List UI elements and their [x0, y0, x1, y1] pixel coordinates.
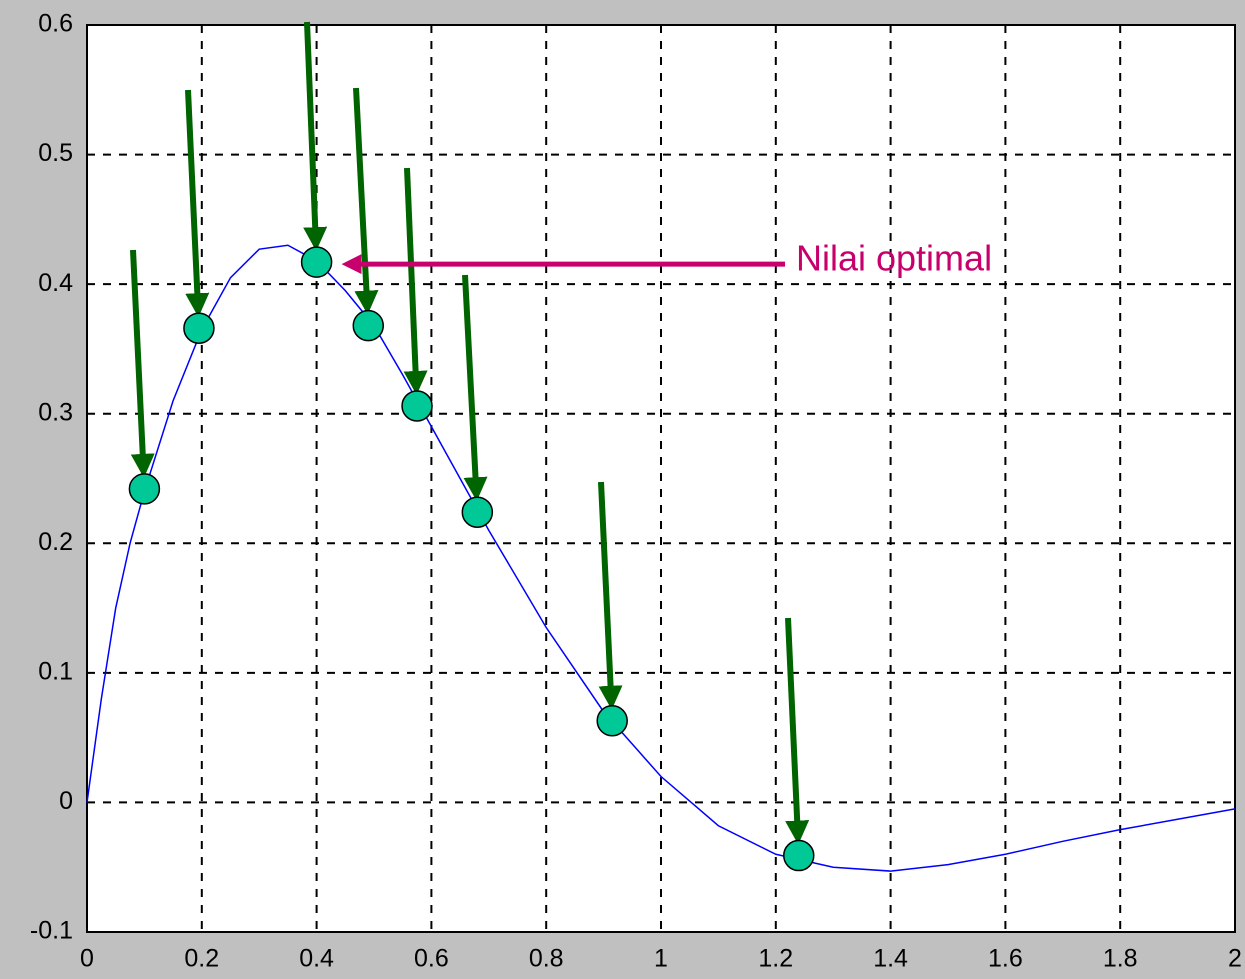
- y-tick-label: 0.2: [38, 528, 73, 556]
- point: [461, 496, 494, 528]
- pointer-arrow: [462, 274, 488, 502]
- pointer-arrow: [785, 617, 810, 845]
- x-tick-label: 0.6: [414, 945, 449, 973]
- x-tick-label: 1.4: [873, 945, 908, 973]
- pointer-arrow: [303, 21, 328, 252]
- pointer-arrow: [130, 249, 155, 478]
- y-tick-label: -0.1: [30, 917, 73, 945]
- y-tick-label: 0.5: [38, 139, 73, 167]
- point: [783, 839, 815, 872]
- plot-frame: [86, 24, 1236, 933]
- pointer-arrow: [403, 167, 428, 395]
- y-tick-label: 0.3: [38, 398, 73, 426]
- pointer-arrow: [353, 87, 379, 315]
- x-tick-label: 1: [654, 945, 668, 973]
- point: [401, 390, 433, 422]
- point: [128, 473, 161, 505]
- x-tick-label: 1.2: [758, 945, 793, 973]
- pointer-arrow: [598, 481, 623, 710]
- y-tick-label: 0.1: [38, 657, 73, 685]
- y-tick-label: 0.4: [38, 269, 73, 297]
- x-tick-label: 0.4: [299, 945, 334, 973]
- y-tick-label: 0.6: [38, 10, 73, 38]
- x-tick-label: 1.6: [988, 945, 1023, 973]
- x-tick-label: 0: [80, 945, 94, 973]
- annotation: Nilai optimal: [796, 238, 992, 279]
- x-tick-label: 1.8: [1103, 945, 1138, 973]
- pointer-arrow: [185, 89, 210, 318]
- x-tick-label: 0.8: [529, 945, 564, 973]
- point: [352, 309, 385, 342]
- point: [596, 705, 628, 737]
- y-tick-label: 0: [59, 787, 73, 815]
- point: [300, 246, 333, 278]
- x-tick-label: 2: [1228, 945, 1242, 973]
- x-tick-label: 0.2: [184, 945, 219, 973]
- curve: [86, 244, 1236, 872]
- point: [183, 312, 215, 344]
